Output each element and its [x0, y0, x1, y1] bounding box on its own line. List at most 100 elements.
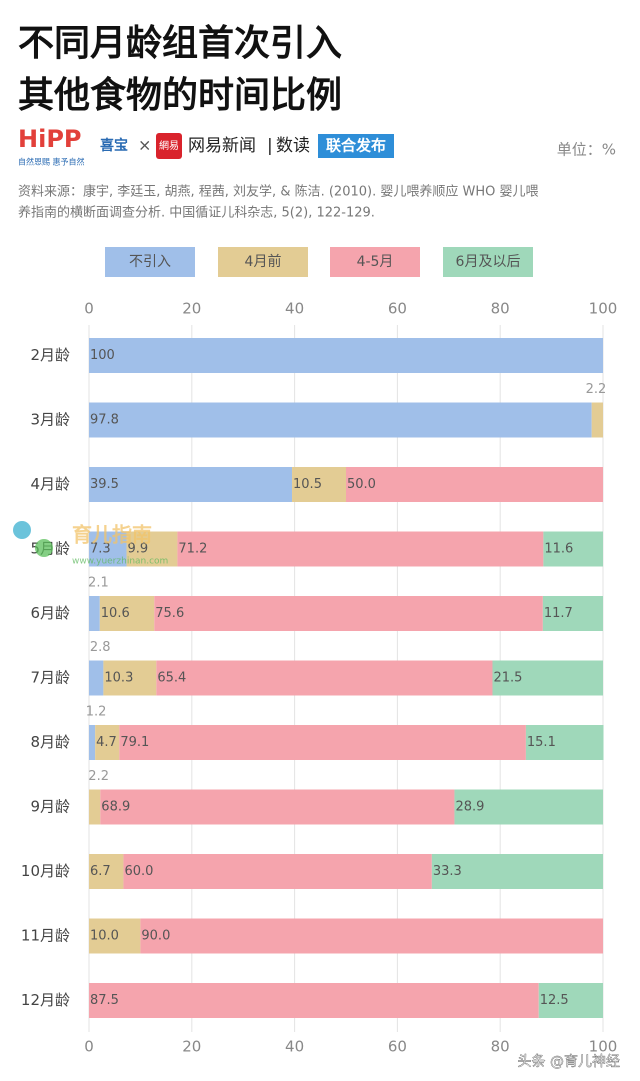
value-label: 4.7: [96, 735, 117, 750]
value-label: 11.7: [544, 606, 573, 621]
legend-label: 6月及以后: [456, 254, 521, 270]
hipp-logo: HiPP: [18, 125, 82, 153]
value-label: 10.6: [101, 606, 130, 621]
legend-swatch: [443, 247, 533, 277]
x-tick-label: 20: [182, 1038, 201, 1056]
x-tick-label: 0: [84, 300, 94, 318]
bar-segment: [95, 725, 120, 760]
foot-icon: [35, 539, 53, 557]
x-tick-label: 40: [285, 1038, 304, 1056]
value-label: 60.0: [124, 864, 153, 879]
value-label: 7.3: [90, 542, 111, 557]
bar-segment: [89, 402, 592, 438]
value-label: 97.8: [90, 413, 119, 428]
y-tick-label: 11月龄: [21, 927, 70, 945]
y-tick-label: 9月龄: [30, 798, 70, 816]
times: ×: [138, 136, 151, 155]
value-label: 2.2: [88, 769, 109, 784]
y-tick-label: 8月龄: [30, 733, 70, 751]
value-label: 15.1: [527, 735, 556, 750]
netease-icon: 網易: [159, 139, 179, 152]
logos: HiPP 喜宝 自然恩赐 惠予自然 × 網易 网易新闻 | 数读 联合发布: [18, 125, 394, 167]
value-label: 50.0: [347, 477, 376, 492]
x-tick-label: 60: [388, 300, 407, 318]
value-label: 6.7: [90, 864, 111, 879]
bar-segment: [89, 854, 124, 889]
netease-icon-bg: [156, 133, 182, 159]
value-label: 68.9: [101, 800, 130, 815]
bar-segment: [431, 854, 603, 889]
legend-swatch: [330, 247, 420, 277]
value-label: 1.2: [86, 705, 107, 720]
x-tick-label: 40: [285, 300, 304, 318]
hipp-cn: 喜宝: [100, 137, 128, 154]
bar-segment: [156, 660, 493, 696]
bar-segment: [100, 789, 455, 825]
title: 不同月龄组首次引入: [18, 23, 342, 64]
y-tick-label: 2月龄: [30, 346, 70, 364]
bar-segment: [103, 660, 157, 696]
foot-icon: [13, 521, 31, 539]
value-label: 10.0: [90, 929, 119, 944]
title: 其他食物的时间比例: [18, 75, 342, 116]
joint: 联合发布: [326, 137, 386, 155]
bar-segment: [89, 725, 96, 760]
source: 资料来源：康宇, 李廷玉, 胡燕, 程茜, 刘友学, & 陈洁. (2010).…: [18, 184, 538, 200]
y-tick-label: 4月龄: [30, 475, 70, 493]
bar-segment: [99, 596, 155, 631]
legend-swatch: [218, 247, 308, 277]
source: 养指南的横断面调查分析. 中国循证儿科杂志, 5(2), 122-129.: [18, 205, 375, 221]
plot: 不引入 4月前 4-5月 6月及以后 0 0 20 20 40 40 60 60 80 80 100 100 2…: [21, 247, 617, 1056]
bar-segment: [346, 467, 603, 502]
value-label: 87.5: [90, 993, 119, 1008]
bar-segment: [89, 596, 100, 631]
x-tick-label: 60: [388, 1038, 407, 1056]
value-label: 71.2: [178, 542, 207, 557]
bar-segment: [492, 660, 603, 696]
x-tick-label: 0: [84, 1038, 94, 1056]
legend-label: 不引入: [129, 254, 171, 270]
y-tick-label: 6月龄: [30, 604, 70, 622]
bar-segment: [89, 338, 603, 373]
value-label: 90.0: [141, 929, 170, 944]
value-label: 12.5: [540, 993, 569, 1008]
value-label: 75.6: [155, 606, 184, 621]
y-tick-label: 7月龄: [30, 669, 70, 687]
value-label: 33.3: [433, 864, 462, 879]
bar-segment: [543, 531, 603, 567]
legend-label: 4-5月: [357, 254, 394, 270]
value-label: 28.9: [455, 800, 484, 815]
bar-segment: [525, 725, 604, 760]
y-tick-label: 10月龄: [21, 862, 70, 880]
bar-segment: [89, 918, 141, 954]
unit: 单位：%: [557, 141, 616, 159]
value-label: 21.5: [493, 671, 522, 686]
joint-bg: [318, 134, 394, 158]
x-tick-label: 80: [491, 1038, 510, 1056]
value-label: 39.5: [90, 477, 119, 492]
value-label: 65.4: [157, 671, 186, 686]
bar-segment: [119, 725, 526, 760]
bar-segment: [126, 531, 178, 567]
bar-segment: [591, 402, 603, 438]
bar-segment: [177, 531, 544, 567]
x-tick-label: 100: [589, 1038, 618, 1056]
bar-segment: [292, 467, 346, 502]
y-tick-label: 3月龄: [30, 411, 70, 429]
footer: 头条 @育儿神经: [518, 1053, 620, 1070]
watermark-url: www.yuerzhinan.com: [72, 557, 168, 567]
bar-segment: [89, 467, 293, 502]
bar-segment: [538, 983, 603, 1018]
shudu: 数读: [276, 136, 310, 156]
bar-segment: [89, 660, 104, 696]
x-tick-label: 80: [491, 300, 510, 318]
legend-label: 4月前: [245, 253, 282, 270]
x-tick-label: 20: [182, 300, 201, 318]
value-label: 10.5: [293, 477, 322, 492]
bar-segment: [89, 789, 101, 825]
y-tick-label: 12月龄: [21, 991, 70, 1009]
bar-segment: [140, 918, 603, 954]
value-label: 11.6: [544, 542, 573, 557]
bar-segment: [454, 789, 603, 825]
